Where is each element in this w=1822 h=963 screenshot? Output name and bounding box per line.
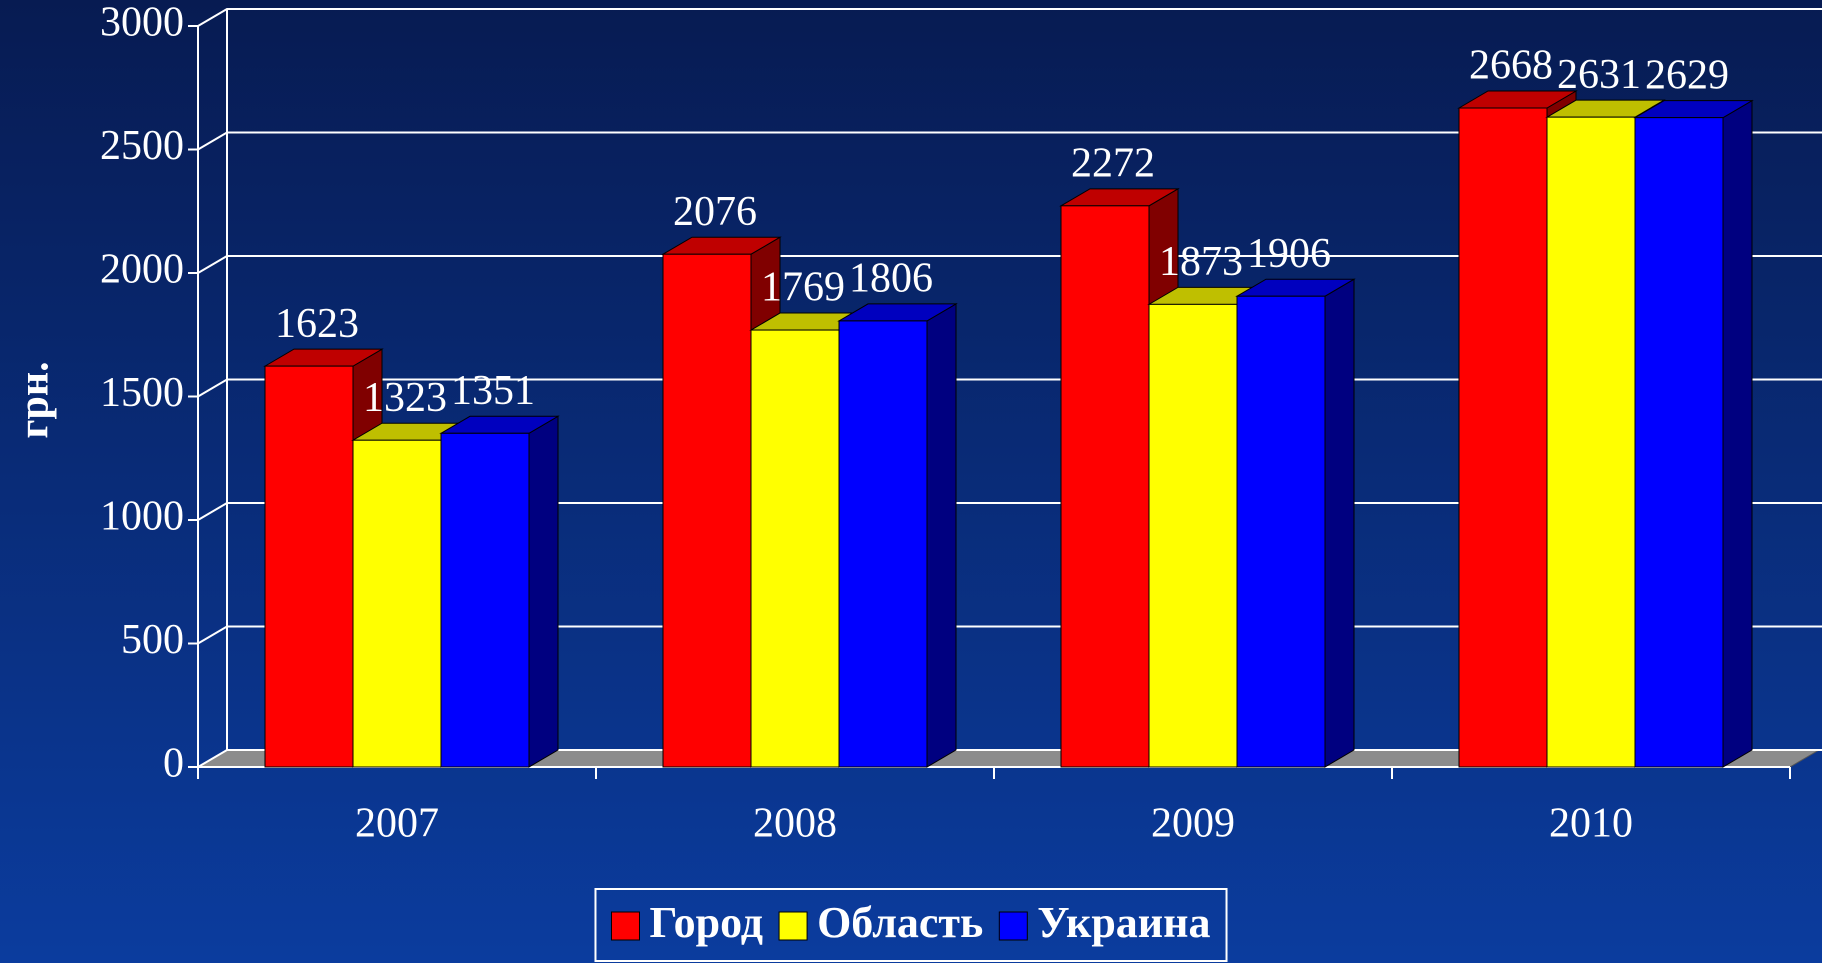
bar	[1235, 278, 1356, 768]
legend-swatch	[778, 911, 808, 941]
bar-side	[926, 303, 957, 768]
grid-line	[197, 131, 1822, 151]
bar-side	[1324, 278, 1355, 768]
bar	[439, 415, 560, 768]
bar-front	[662, 253, 752, 768]
bar-side	[1722, 99, 1753, 768]
legend-label: Украина	[1037, 898, 1210, 947]
data-label: 2668	[1469, 43, 1553, 89]
data-label: 1351	[451, 368, 535, 414]
legend: Город Область Украина	[594, 888, 1228, 962]
y-axis-title: грн.	[12, 361, 58, 438]
y-tick-label: 0	[163, 741, 184, 787]
bar	[837, 303, 958, 768]
y-tick-label: 1000	[100, 494, 184, 540]
bar-front	[352, 439, 442, 768]
x-tick-label: 2010	[1549, 801, 1633, 847]
data-label: 1769	[761, 265, 845, 311]
y-tick-label: 500	[121, 617, 184, 663]
data-label: 1873	[1159, 239, 1243, 285]
data-label: 2629	[1645, 52, 1729, 98]
bar-front	[1458, 107, 1548, 768]
bar-front	[264, 365, 354, 768]
legend-swatch	[998, 911, 1028, 941]
bar-front	[1236, 295, 1326, 768]
x-tick-label: 2007	[355, 801, 439, 847]
y-tick-label: 2000	[100, 247, 184, 293]
y-tick-label: 2500	[100, 123, 184, 169]
bar-front	[838, 320, 928, 768]
data-label: 1623	[275, 301, 359, 347]
y-tick-label: 1500	[100, 370, 184, 416]
bar-front	[1060, 205, 1150, 768]
grid-line	[197, 8, 1822, 27]
bar-front	[1148, 303, 1238, 768]
data-label: 1906	[1247, 231, 1331, 277]
legend-box	[594, 888, 1228, 962]
x-tick-label: 2009	[1151, 801, 1235, 847]
data-label: 2272	[1071, 140, 1155, 186]
bar-front	[1546, 116, 1636, 768]
legend-label: Город	[649, 898, 763, 947]
data-label: 1806	[849, 256, 933, 302]
data-label: 2631	[1557, 52, 1641, 98]
grid-line	[197, 255, 1822, 274]
bar-side	[528, 415, 559, 768]
legend-label: Область	[817, 898, 983, 947]
bar	[1633, 99, 1754, 768]
data-label: 1323	[363, 375, 447, 421]
legend-swatch	[610, 911, 640, 941]
x-tick-label: 2008	[753, 801, 837, 847]
y-tick-label: 3000	[100, 0, 184, 46]
bar-front	[440, 432, 530, 768]
bar-front	[1634, 117, 1724, 768]
data-label: 2076	[673, 189, 757, 235]
bar-front	[750, 329, 840, 768]
